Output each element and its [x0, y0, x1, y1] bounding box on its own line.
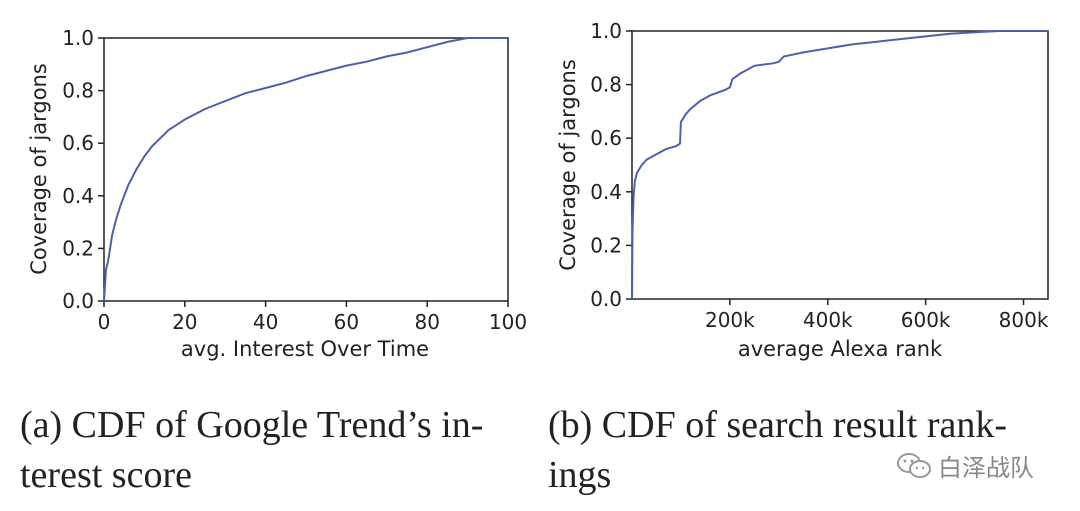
chart-a-x-tick-label: 60: [334, 310, 359, 334]
chart-a-x-axis-label: avg. Interest Over Time: [181, 337, 429, 361]
chart-b-y-tick-label: 1.0: [590, 19, 622, 43]
chart-a-plot-frame: [103, 37, 509, 302]
caption-a: (a) CDF of Google Trend’s in- terest sco…: [20, 400, 483, 500]
chart-a-y-tick-label: 0.8: [62, 79, 94, 103]
chart-a-y-tick-label: 0.2: [62, 236, 94, 260]
chart-a-x-tick-label: 0: [98, 310, 111, 334]
chart-b-x-tick-label: 200k: [705, 308, 755, 332]
chart-b: 0.0 0.2 0.4 0.6 0.8 1.0 200k 400k 600k 800k aver…: [556, 19, 1049, 361]
caption-b: (b) CDF of search result rank- ings: [548, 400, 1007, 500]
caption-b-line-2: ings: [548, 454, 612, 496]
chart-b-y-axis-label: Coverage of jargons: [556, 59, 580, 271]
chart-b-y-tick-label: 0.4: [590, 180, 622, 204]
watermark-text: 白泽战队: [938, 454, 1034, 482]
chart-b-x-tick-label: 800k: [999, 308, 1049, 332]
chart-a-y-tick-label: 0.6: [62, 131, 94, 155]
chart-a-x-ticks: 0 20 40 60 80 100: [98, 301, 527, 334]
chart-a-x-tick-label: 100: [489, 310, 527, 334]
chart-b-series-line: [631, 30, 1048, 300]
chart-b-x-axis-label: average Alexa rank: [738, 337, 943, 361]
chart-a-y-tick-label: 0.4: [62, 184, 94, 208]
chart-a-x-tick-label: 20: [172, 310, 197, 334]
chart-a-y-tick-label: 0.0: [62, 289, 94, 313]
watermark: 白泽战队: [896, 448, 1034, 483]
chart-b-plot-frame: [631, 30, 1049, 300]
chart-b-x-ticks: 200k 400k 600k 800k: [705, 299, 1049, 332]
chart-a-x-tick-label: 80: [414, 310, 439, 334]
chart-a-y-tick-label: 1.0: [62, 26, 94, 50]
chart-b-y-tick-label: 0.6: [590, 126, 622, 150]
chart-b-x-tick-label: 600k: [901, 308, 951, 332]
chart-a-x-tick-label: 40: [253, 310, 278, 334]
chart-a-series-line: [103, 37, 508, 302]
chart-b-y-tick-label: 0.2: [590, 233, 622, 257]
chart-b-y-ticks: 0.0 0.2 0.4 0.6 0.8 1.0: [590, 19, 632, 311]
chart-a-y-axis-label: Coverage of jargons: [27, 63, 51, 275]
chart-b-y-tick-label: 0.0: [590, 287, 622, 311]
chart-b-x-tick-label: 400k: [803, 308, 853, 332]
chart-a: 0.0 0.2 0.4 0.6 0.8 1.0 0 20 40 60 80 100 avg. Int…: [27, 26, 527, 361]
wechat-icon: [897, 452, 931, 478]
chart-b-y-tick-label: 0.8: [590, 73, 622, 97]
caption-a-line-2: terest score: [20, 454, 192, 496]
caption-a-line-1: (a) CDF of Google Trend’s in-: [20, 404, 484, 446]
caption-b-line-1: (b) CDF of search result rank-: [548, 404, 1008, 446]
chart-a-y-ticks: 0.0 0.2 0.4 0.6 0.8 1.0: [62, 26, 104, 313]
